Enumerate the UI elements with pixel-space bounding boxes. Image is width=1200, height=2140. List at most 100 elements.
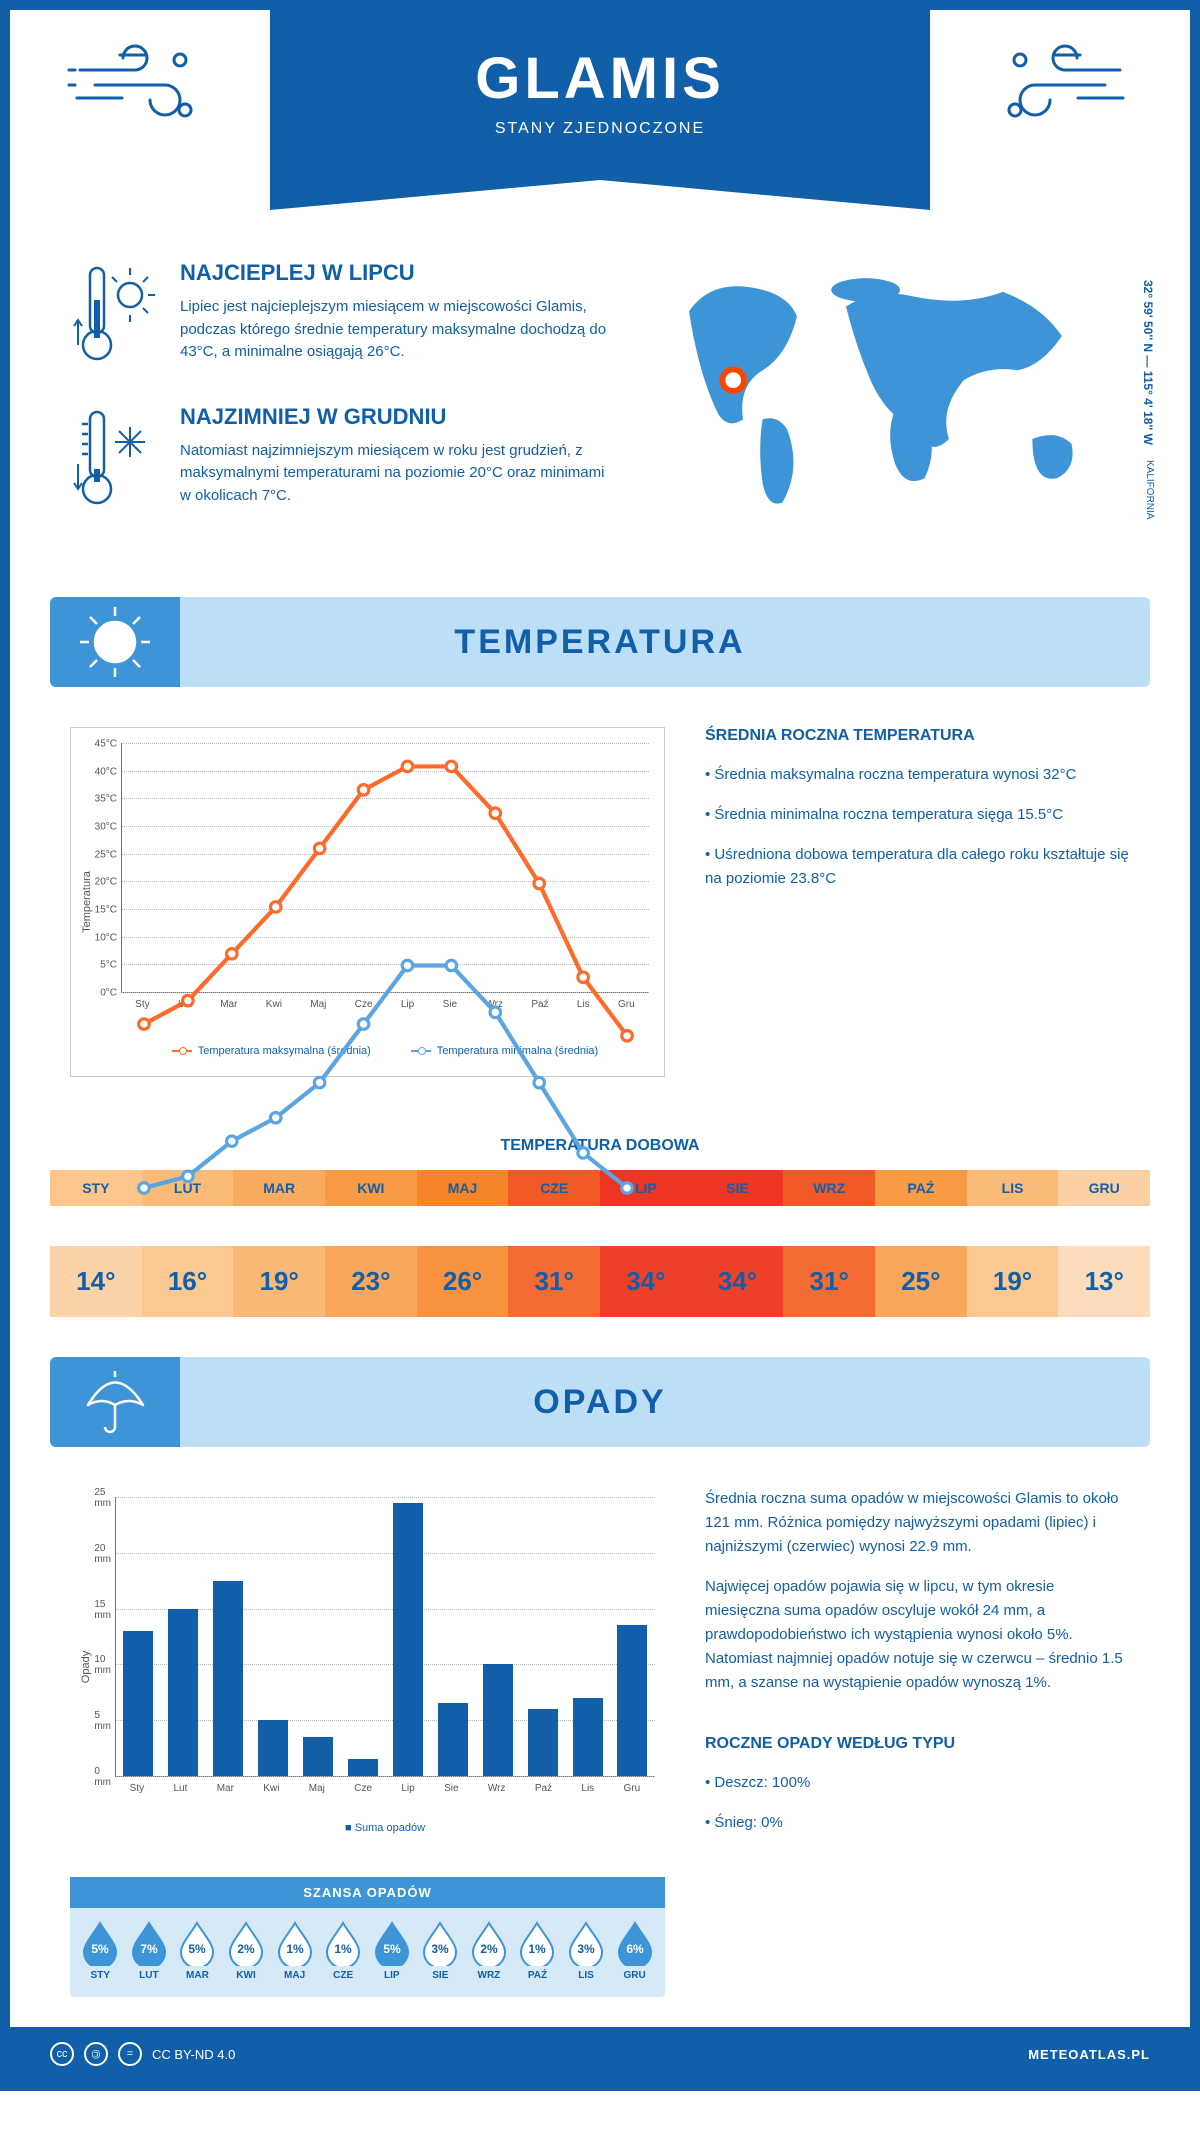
svg-text:6%: 6% (626, 1942, 644, 1956)
hottest-title: NAJCIEPLEJ W LIPCU (180, 260, 610, 286)
svg-text:2%: 2% (480, 1942, 498, 1956)
country-subtitle: STANY ZJEDNOCZONE (270, 120, 930, 138)
precip-bar (573, 1698, 603, 1776)
rain-chance-drop: 6%GRU (613, 1920, 657, 1981)
precip-bar (528, 1709, 558, 1776)
precip-bar (348, 1759, 378, 1776)
hm-month: LIS (967, 1170, 1059, 1206)
svg-text:1%: 1% (335, 1942, 353, 1956)
precip-text-block: Średnia roczna suma opadów w miejscowośc… (705, 1487, 1130, 1997)
license-block: cc 🄯 = CC BY-ND 4.0 (50, 2042, 235, 2066)
by-icon: 🄯 (84, 2042, 108, 2066)
precip-bar (123, 1631, 153, 1776)
hm-month: SIE (692, 1170, 784, 1206)
thermometer-cold-icon (70, 404, 160, 504)
header-row: GLAMIS STANY ZJEDNOCZONE (10, 10, 1190, 230)
svg-text:3%: 3% (432, 1942, 450, 1956)
precip-p1: Średnia roczna suma opadów w miejscowośc… (705, 1487, 1130, 1559)
hm-value: 31° (783, 1246, 875, 1317)
precip-bar (483, 1664, 513, 1776)
avg-b2: • Średnia minimalna roczna temperatura s… (705, 803, 1130, 827)
temp-section-banner: TEMPERATURA (50, 597, 1150, 687)
by-type-rain: • Deszcz: 100% (705, 1771, 1130, 1795)
precip-y-axis-title: Opady (80, 1651, 92, 1683)
hm-month: PAŹ (875, 1170, 967, 1206)
svg-text:1%: 1% (286, 1942, 304, 1956)
world-map-block: 32° 59' 50'' N — 115° 4' 18'' W KALIFORN… (640, 260, 1130, 547)
temperature-line-chart: Temperatura 0°C5°C10°C15°C20°C25°C30°C35… (70, 727, 665, 1077)
avg-title: ŚREDNIA ROCZNA TEMPERATURA (705, 727, 1130, 745)
sun-icon (50, 597, 180, 687)
coldest-text: Natomiast najzimniejszym miesiącem w rok… (180, 440, 610, 508)
hottest-text: Lipiec jest najcieplejszym miesiącem w m… (180, 296, 610, 364)
svg-text:5%: 5% (189, 1942, 207, 1956)
rain-chance-drop: 5%LIP (370, 1920, 414, 1981)
rain-chance-drop: 5%MAR (175, 1920, 219, 1981)
coldest-title: NAJZIMNIEJ W GRUDNIU (180, 404, 610, 430)
precip-bar (168, 1609, 198, 1776)
bar-legend: Suma opadów (115, 1822, 655, 1834)
rain-chance-drop: 7%LUT (127, 1920, 171, 1981)
hm-month: WRZ (783, 1170, 875, 1206)
rain-chance-drop: 2%WRZ (467, 1920, 511, 1981)
svg-text:5%: 5% (383, 1942, 401, 1956)
by-type-snow: • Śnieg: 0% (705, 1811, 1130, 1835)
location-title: GLAMIS (270, 10, 930, 112)
umbrella-icon (50, 1357, 180, 1447)
precip-content-row: Opady 0 mm5 mm10 mm15 mm20 mm25 mm StyLu… (10, 1477, 1190, 2027)
world-map-icon (640, 260, 1130, 520)
precip-bar (393, 1503, 423, 1776)
rain-chance-drop: 1%PAŹ (515, 1920, 559, 1981)
site-name: METEOATLAS.PL (1028, 2047, 1150, 2062)
precip-bar (213, 1581, 243, 1776)
footer: cc 🄯 = CC BY-ND 4.0 METEOATLAS.PL (10, 2027, 1190, 2081)
svg-text:1%: 1% (529, 1942, 547, 1956)
precip-section-banner: OPADY (50, 1357, 1150, 1447)
svg-text:7%: 7% (140, 1942, 158, 1956)
avg-temp-text: ŚREDNIA ROCZNA TEMPERATURA • Średnia mak… (705, 727, 1130, 1077)
precip-bar (303, 1737, 333, 1776)
precip-bar (258, 1720, 288, 1776)
thermometer-hot-icon (70, 260, 160, 360)
svg-text:2%: 2% (237, 1942, 255, 1956)
precip-chance-box: SZANSA OPADÓW 5%STY7%LUT5%MAR2%KWI1%MAJ1… (70, 1877, 665, 1997)
by-type-title: ROCZNE OPADY WEDŁUG TYPU (705, 1735, 1130, 1753)
hm-value: 25° (875, 1246, 967, 1317)
region-label: KALIFORNIA (1144, 460, 1155, 519)
hm-value: 19° (967, 1246, 1059, 1317)
precip-bar (438, 1703, 468, 1776)
avg-b3: • Uśredniona dobowa temperatura dla całe… (705, 843, 1130, 891)
temp-section-title: TEMPERATURA (454, 623, 745, 662)
rain-chance-drop: 3%LIS (564, 1920, 608, 1981)
avg-b1: • Średnia maksymalna roczna temperatura … (705, 763, 1130, 787)
cc-icon: cc (50, 2042, 74, 2066)
hm-value: 13° (1058, 1246, 1150, 1317)
wind-icon-left (10, 10, 270, 140)
rain-chance-drop: 1%CZE (321, 1920, 365, 1981)
chance-title: SZANSA OPADÓW (70, 1877, 665, 1908)
rain-chance-drop: 3%SIE (418, 1920, 462, 1981)
precip-section-title: OPADY (533, 1383, 666, 1422)
precip-bar (617, 1625, 647, 1776)
nd-icon: = (118, 2042, 142, 2066)
temp-content-row: Temperatura 0°C5°C10°C15°C20°C25°C30°C35… (10, 717, 1190, 1107)
precip-p2: Najwięcej opadów pojawia się w lipcu, w … (705, 1575, 1130, 1695)
location-marker-icon (722, 369, 744, 391)
license-text: CC BY-ND 4.0 (152, 2047, 235, 2062)
hm-month: GRU (1058, 1170, 1150, 1206)
coldest-block: NAJZIMNIEJ W GRUDNIU Natomiast najzimnie… (70, 404, 610, 508)
wind-icon-right (930, 10, 1190, 140)
rain-chance-drop: 5%STY (78, 1920, 122, 1981)
precipitation-bar-chart: Opady 0 mm5 mm10 mm15 mm20 mm25 mm StyLu… (70, 1487, 665, 1847)
coordinates-label: 32° 59' 50'' N — 115° 4' 18'' W (1141, 280, 1155, 445)
title-banner: GLAMIS STANY ZJEDNOCZONE (270, 10, 930, 180)
hottest-block: NAJCIEPLEJ W LIPCU Lipiec jest najcieple… (70, 260, 610, 364)
hm-value: 34° (692, 1246, 784, 1317)
svg-text:5%: 5% (92, 1942, 110, 1956)
rain-chance-drop: 1%MAJ (273, 1920, 317, 1981)
info-row: NAJCIEPLEJ W LIPCU Lipiec jest najcieple… (10, 230, 1190, 577)
rain-chance-drop: 2%KWI (224, 1920, 268, 1981)
temp-y-axis-title: Temperatura (81, 871, 93, 933)
svg-text:3%: 3% (577, 1942, 595, 1956)
infographic-page: GLAMIS STANY ZJEDNOCZONE (0, 0, 1200, 2091)
